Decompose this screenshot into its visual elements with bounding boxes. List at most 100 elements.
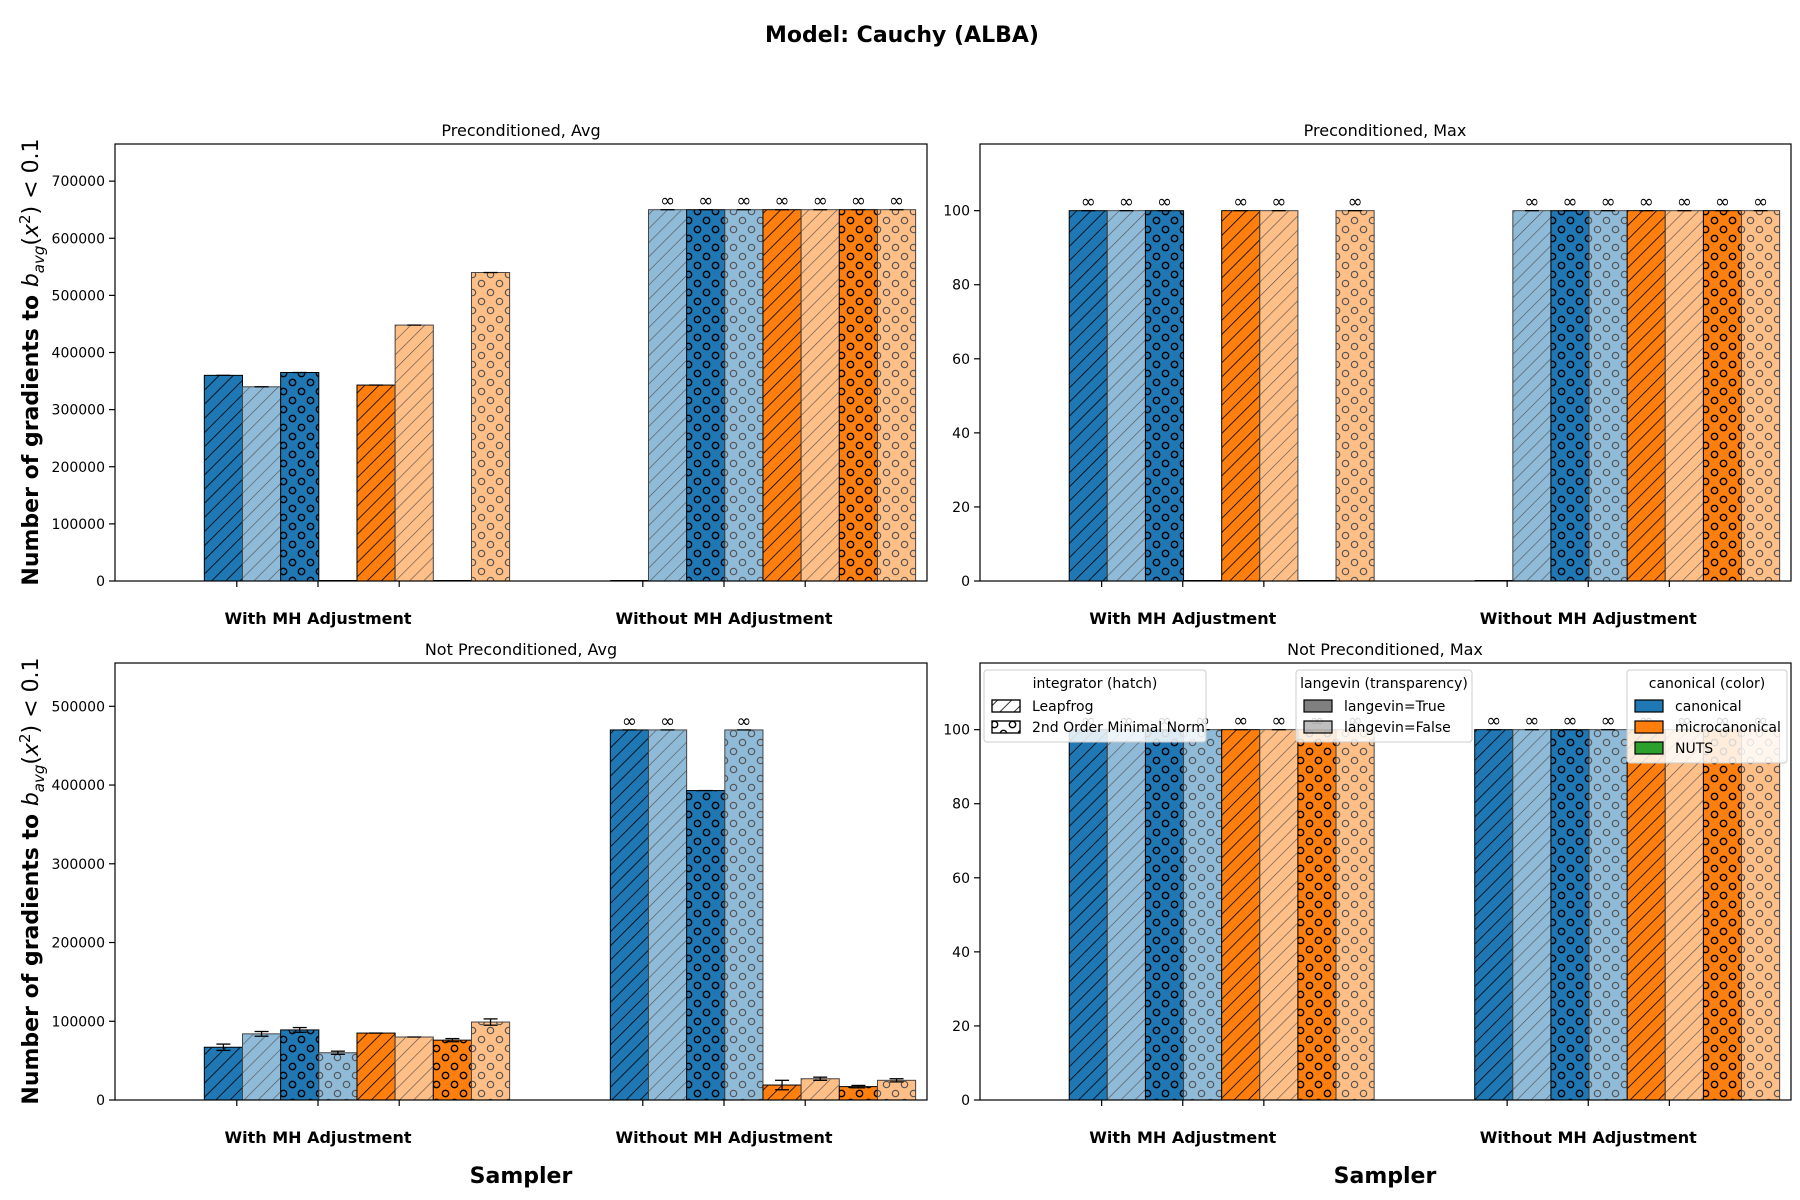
y-axis-ticks: 0 100000 200000 300000 400000 500000	[52, 699, 115, 1109]
x-axis-tick-labels: With MH Adjustment Without MH Adjustment	[1089, 581, 1697, 628]
bar-hatch	[1512, 210, 1552, 582]
legend-box	[1295, 669, 1473, 743]
x-axis-tick-labels: With MH Adjustment Without MH Adjustment	[224, 581, 833, 628]
bar-hatch	[686, 790, 726, 1101]
bar-hatch	[1664, 729, 1704, 1101]
infinity-label: ∞	[1233, 192, 1248, 213]
bar-hatch	[724, 729, 764, 1101]
plot-frame	[979, 662, 1792, 1101]
x-tick-label: With MH Adjustment	[224, 1128, 411, 1147]
bar-hatch	[356, 1032, 396, 1101]
legend-label: langevin=True	[1344, 699, 1445, 715]
infinity-label: ∞	[1157, 192, 1172, 213]
y-tick-label: 40	[952, 426, 970, 442]
bar-hatch	[1068, 729, 1108, 1101]
bar-hatch	[876, 1079, 917, 1101]
y-tick-label: 60	[952, 352, 970, 368]
x-tick-label: With MH Adjustment	[1089, 1128, 1276, 1147]
bar-hatch	[356, 384, 396, 582]
bar-hatch	[1741, 210, 1781, 582]
infinity-label: ∞	[1715, 192, 1730, 213]
y-tick-label: 600000	[52, 231, 105, 247]
bar-hatch	[800, 209, 840, 582]
bar-hatch	[686, 209, 726, 582]
bars: ∞ ∞ ∞	[203, 711, 917, 1101]
y-axis-ticks: 0 20 40 60 80 100	[943, 204, 980, 590]
bar-hatch	[1702, 210, 1743, 582]
y-tick-label: 60	[952, 871, 970, 887]
bar-hatch	[394, 1036, 434, 1101]
y-tick-label: 20	[952, 1019, 970, 1035]
bar-hatch	[1550, 729, 1590, 1101]
legend-box	[1626, 669, 1788, 764]
bar-hatch	[1335, 210, 1375, 582]
legend-swatch-hatch	[991, 720, 1021, 734]
y-tick-label: 200000	[52, 936, 105, 952]
legend-swatch	[1634, 699, 1664, 713]
infinity-label: ∞	[1601, 711, 1616, 732]
y-axis-ticks: 0 100000 200000 300000 400000 500000 600000 700…	[52, 174, 115, 590]
bar-hatch	[1297, 729, 1337, 1101]
legends: integrator (hatch) Leapfrog 2nd Order Mini…	[983, 669, 1788, 764]
legend-title: integrator (hatch)	[1033, 676, 1158, 692]
y-tick-label: 500000	[52, 699, 105, 715]
panel-not-preconditioned-avg: Not Preconditioned, Avg 0 100000 200000 300…	[52, 640, 928, 1189]
bar-hatch	[838, 1086, 878, 1101]
infinity-label: ∞	[1601, 192, 1616, 213]
infinity-label: ∞	[1081, 192, 1096, 213]
y-tick-label: 80	[952, 278, 970, 294]
panel-not-preconditioned-max: Not Preconditioned, Max 0 20 40 60 80 100 ∞ ∞ ∞…	[943, 640, 1792, 1189]
y-axis-title-top: Number of gradients to bavg(x2) < 0.1	[16, 138, 48, 585]
bar-hatch	[838, 209, 878, 582]
y-tick-label: 0	[96, 1093, 105, 1109]
bar-hatch	[647, 729, 688, 1101]
figure-title: Model: Cauchy (ALBA)	[765, 23, 1039, 48]
bar-hatch	[241, 386, 282, 582]
y-tick-label: 100000	[52, 1014, 105, 1030]
bar-hatch	[647, 209, 688, 582]
panel-title: Preconditioned, Max	[1304, 121, 1467, 140]
y-tick-label: 300000	[52, 403, 105, 419]
panel-title: Not Preconditioned, Avg	[425, 640, 617, 659]
y-tick-label: 700000	[52, 174, 105, 190]
bar-hatch	[762, 209, 802, 582]
y-tick-label: 400000	[52, 778, 105, 794]
y-tick-label: 80	[952, 797, 970, 813]
y-tick-label: 300000	[52, 857, 105, 873]
bar-hatch	[280, 1029, 320, 1101]
bars: ∞∞∞∞∞∞∞∞∞∞∞∞∞∞∞∞	[1068, 711, 1781, 1101]
infinity-label: ∞	[1119, 192, 1134, 213]
infinity-label: ∞	[1753, 192, 1768, 213]
infinity-label: ∞	[660, 711, 675, 732]
bar-hatch	[1068, 210, 1108, 582]
legend-swatch	[1303, 699, 1333, 713]
bar-hatch	[1106, 210, 1146, 582]
bar-hatch	[1183, 729, 1223, 1101]
x-tick-label: Without MH Adjustment	[1480, 1128, 1697, 1147]
bar-hatch	[1259, 210, 1299, 582]
legend-label: Leapfrog	[1032, 699, 1093, 715]
legend-title: langevin (transparency)	[1300, 676, 1468, 692]
x-tick-label: Without MH Adjustment	[615, 1128, 832, 1147]
legend-label: 2nd Order Minimal Norm	[1032, 720, 1205, 736]
x-tick-label: With MH Adjustment	[224, 609, 411, 628]
bar-hatch	[1221, 729, 1261, 1101]
x-tick-label: With MH Adjustment	[1089, 609, 1276, 628]
infinity-label: ∞	[736, 191, 751, 212]
infinity-label: ∞	[736, 711, 751, 732]
y-tick-label: 100000	[52, 517, 105, 533]
y-axis-title-bottom: Number of gradients to bavg(x2) < 0.1	[16, 657, 48, 1104]
bars: ∞ ∞ ∞ ∞ ∞ ∞ ∞ ∞ ∞ ∞ ∞ ∞ ∞	[1068, 192, 1781, 582]
infinity-label: ∞	[660, 191, 675, 212]
y-tick-label: 20	[952, 500, 970, 516]
y-tick-label: 200000	[52, 460, 105, 476]
x-axis-title: Sampler	[1334, 1164, 1437, 1189]
infinity-label: ∞	[1524, 192, 1539, 213]
bar-hatch	[609, 729, 649, 1101]
bar-hatch	[280, 371, 320, 582]
bar-hatch	[1106, 729, 1146, 1101]
bar-hatch	[1626, 210, 1666, 582]
bar-hatch	[470, 1021, 511, 1101]
legend-title: canonical (color)	[1649, 676, 1766, 692]
